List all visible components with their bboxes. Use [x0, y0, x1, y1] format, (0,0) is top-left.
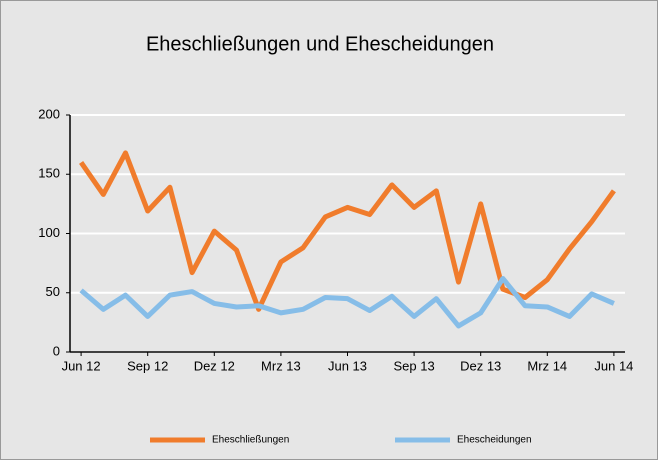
x-tick-label: Jun 14	[594, 358, 633, 373]
x-tick-label: Jun 12	[62, 358, 101, 373]
x-tick-label: Jun 13	[328, 358, 367, 373]
x-tick-label: Mrz 13	[261, 358, 301, 373]
y-tick-label: 200	[38, 106, 60, 121]
legend-label: Eheschließungen	[212, 435, 289, 446]
chart-title: Eheschließungen und Ehescheidungen	[146, 33, 494, 55]
x-tick-label: Dez 13	[460, 358, 501, 373]
y-tick-label: 150	[38, 166, 60, 181]
y-tick-label: 100	[38, 225, 60, 240]
x-tick-label: Dez 12	[194, 358, 235, 373]
series-line	[79, 276, 615, 329]
legend-label: Ehescheidungen	[457, 435, 532, 446]
series-line	[79, 150, 616, 312]
x-tick-label: Sep 12	[127, 358, 168, 373]
y-tick-label: 50	[46, 284, 60, 299]
x-tick-label: Sep 13	[393, 358, 434, 373]
y-tick-label: 0	[53, 343, 60, 358]
x-tick-label: Mrz 14	[527, 358, 567, 373]
